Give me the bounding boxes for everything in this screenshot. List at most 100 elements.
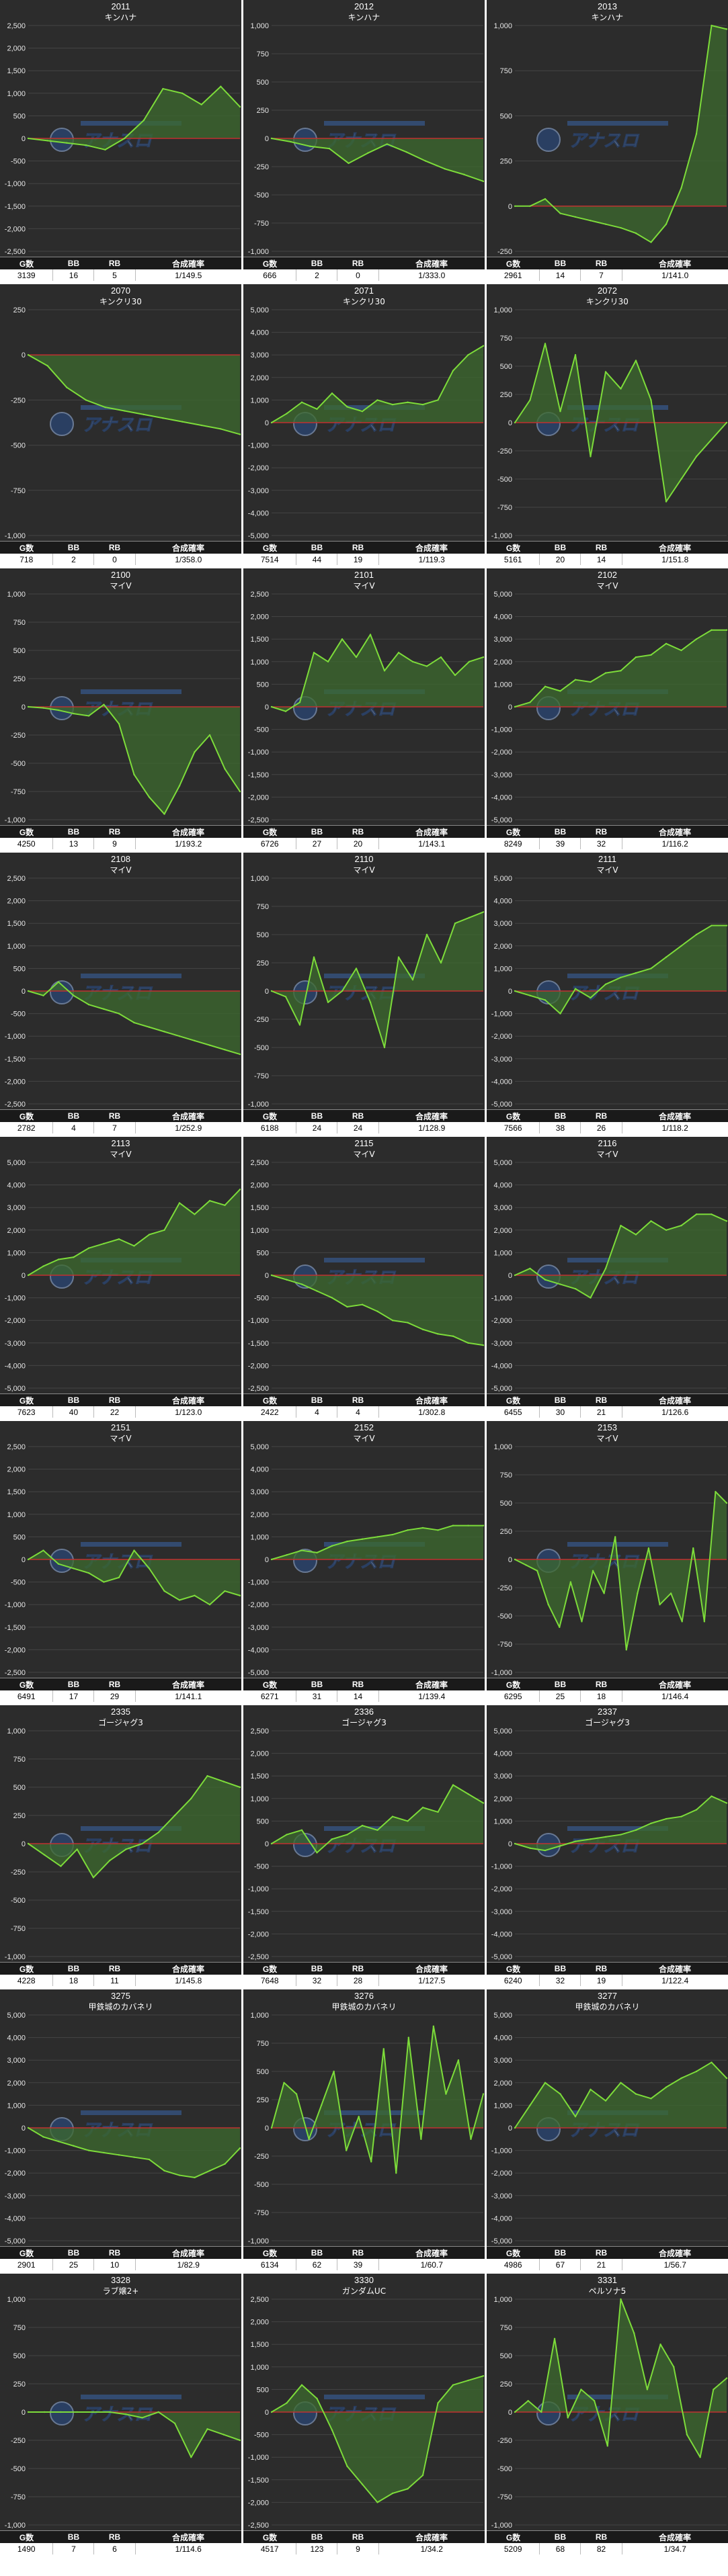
stats-header: G数 [243,1394,296,1406]
data-point [547,1604,549,1606]
y-tick-label: 1,500 [250,2341,269,2349]
stats-header: RB [337,1678,378,1690]
data-point [695,133,698,135]
data-point [580,2389,582,2391]
series-area [28,1550,240,1605]
stats-value: 10 [93,2259,136,2270]
y-tick-label: -1,500 [248,1340,269,1348]
y-tick-label: -4,000 [248,1646,269,1654]
stats-table: G数 BB RB 合成確率 2422 4 4 1/302.8 [243,1393,485,1418]
y-tick-label: 250 [257,959,269,968]
data-point [316,1290,318,1292]
stats-header: G数 [487,1963,540,1975]
data-point [327,660,329,662]
chart-title: 2115 [355,1138,374,1148]
stats-header: 合成確率 [378,2531,485,2543]
stats-value: 24 [337,1122,379,1133]
y-tick-label: -500 [11,2465,26,2473]
series-line [28,1775,241,1879]
data-point [725,1220,728,1222]
y-tick-label: 1,500 [7,1488,26,1496]
data-point [725,421,728,424]
y-tick-label: 500 [257,2386,269,2394]
y-tick-label: 2,000 [493,1795,512,1803]
data-point [437,1811,439,1813]
data-point [426,665,428,667]
data-point [141,1842,143,1845]
y-tick-label: 4,000 [493,898,512,906]
series-area [515,925,727,1014]
data-point [208,1604,211,1606]
stats-value: 1/145.8 [135,1975,241,1986]
stats-header: G数 [0,1963,53,1975]
y-tick-label: 0 [265,988,269,996]
y-tick-label: 250 [500,2380,512,2389]
line-chart: 5,000 4,000 3,000 2,000 1,000 0 -1,000 -2,000 -3… [491,1991,728,2245]
stats-value: 2901 [0,2259,54,2270]
y-tick-label: -500 [254,2181,269,2189]
data-point [346,1834,348,1836]
data-point [316,2397,318,2400]
y-tick-label: -750 [11,788,26,796]
stats-header: G数 [487,1110,540,1122]
y-tick-label: 500 [13,2352,26,2360]
y-tick-label: -500 [254,726,269,734]
stats-header: RB [580,542,622,554]
y-tick-label: -750 [11,487,26,495]
data-point [514,1274,516,1277]
data-point [559,1013,561,1015]
stats-table: G数 BB RB 合成確率 4228 18 11 1/145.8 [0,1962,241,1986]
chart-panel: 1,000 750 500 250 0 -250 2013 キンハナ アナスロ G数 BB RB 合成確… [487,0,728,281]
y-tick-label: 1,000 [493,1249,512,1257]
y-tick-label: 750 [257,50,269,58]
data-point [544,1849,547,1852]
stats-table: G数 BB RB 合成確率 6295 25 18 1/146.4 [487,1678,728,1702]
data-point [574,1287,577,1290]
line-chart: 1,000 750 500 250 0 -250 -500 -750 -1,000 2110マイV… [248,854,485,1109]
data-point [711,24,713,27]
stats-header: RB [93,1394,135,1406]
data-point [355,656,358,658]
data-point [680,1815,682,1817]
stats-value: 1/358.0 [135,554,241,565]
stats-value: 5161 [487,554,540,565]
y-tick-label: -2,000 [491,2170,512,2178]
stats-header: BB [296,2247,337,2259]
series-area [28,1776,240,1878]
data-point [606,2445,609,2447]
stats-header: G数 [0,1394,53,1406]
y-tick-label: -2,500 [248,816,269,824]
series-area [272,138,483,181]
y-tick-label: 1,000 [7,591,26,599]
data-point [239,1053,241,1056]
y-tick-label: -250 [11,2437,26,2445]
stats-header: RB [337,2247,378,2259]
stats-value: 6491 [0,1690,54,1702]
y-tick-label: 4,000 [493,1750,512,1758]
y-tick-label: -4,000 [5,1362,26,1370]
data-point [711,439,713,441]
data-point [467,1525,469,1527]
chart-subtitle: マイV [353,581,375,591]
data-point [650,654,652,656]
y-tick-label: -1,500 [5,203,26,211]
y-tick-label: -1,000 [5,532,26,540]
data-point [87,1572,90,1574]
data-point [27,354,30,356]
stats-header: RB [93,2247,135,2259]
data-point [295,2093,298,2095]
data-point [42,1549,44,1551]
y-tick-label: -2,000 [491,748,512,757]
data-point [270,705,273,708]
y-tick-label: -4,000 [491,2215,512,2223]
data-point [452,1335,454,1337]
data-point [298,701,301,703]
data-point [620,1834,622,1836]
stats-value: 6271 [243,1690,297,1702]
y-tick-label: 1,000 [250,1533,269,1541]
y-tick-label: 0 [265,2409,269,2417]
chart-title: 2110 [355,854,374,864]
data-point [604,2100,607,2102]
data-point [725,1502,728,1504]
chart-subtitle: ラブ嬢2+ [103,2286,139,2296]
